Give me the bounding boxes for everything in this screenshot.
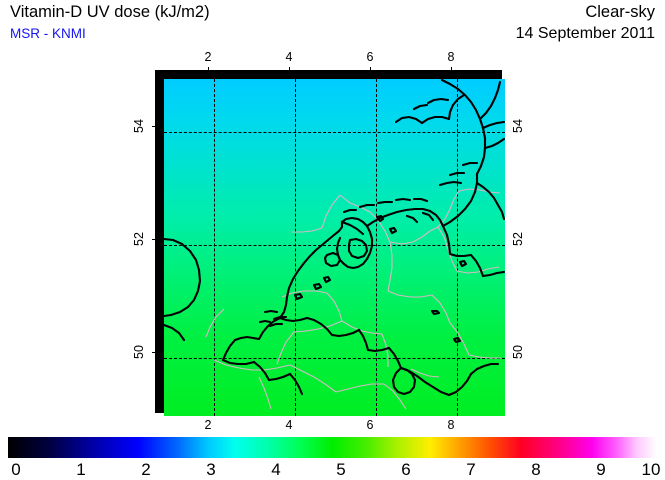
map-panel: 2 4 6 8 2 4 6 8 54 52 50 54 52 50 bbox=[132, 50, 525, 432]
colorbar-label-8: 8 bbox=[531, 460, 541, 479]
colorbar-label-5: 5 bbox=[336, 460, 346, 479]
axis-tick-top-4 bbox=[289, 67, 290, 72]
chart-header: Vitamin-D UV dose (kJ/m2) MSR - KNMI Cle… bbox=[0, 0, 665, 50]
axis-label-right-50: 50 bbox=[511, 345, 525, 359]
axis-label-left-50: 50 bbox=[132, 345, 146, 359]
axis-label-top-8: 8 bbox=[447, 50, 455, 64]
axis-tick-left-54 bbox=[152, 126, 157, 127]
axis-tick-top-6 bbox=[370, 67, 371, 72]
colorbar-gradient bbox=[8, 437, 657, 458]
axis-label-top-2: 2 bbox=[204, 50, 212, 64]
axis-label-bottom-8: 8 bbox=[447, 418, 455, 432]
coastline-paths bbox=[164, 79, 505, 397]
sky-condition-label: Clear-sky bbox=[585, 3, 655, 21]
admin-borders bbox=[205, 188, 501, 410]
axis-label-bottom-4: 4 bbox=[285, 418, 293, 432]
axis-tick-top-2 bbox=[208, 67, 209, 72]
axis-tick-left-50 bbox=[152, 352, 157, 353]
map-frame bbox=[155, 70, 505, 416]
date-label: 14 September 2011 bbox=[515, 25, 655, 42]
colorbar-label-0: 0 bbox=[11, 460, 21, 479]
coastline-overlay bbox=[164, 79, 505, 410]
page-title: Vitamin-D UV dose (kJ/m2) bbox=[10, 3, 210, 21]
data-source-label: MSR - KNMI bbox=[10, 26, 86, 41]
uv-dose-heatmap bbox=[164, 79, 505, 416]
colorbar-label-3: 3 bbox=[206, 460, 216, 479]
axis-tick-left-52 bbox=[152, 239, 157, 240]
axis-label-left-52: 52 bbox=[132, 232, 146, 246]
axis-label-top-6: 6 bbox=[366, 50, 374, 64]
axis-label-bottom-2: 2 bbox=[204, 418, 212, 432]
axis-label-left-54: 54 bbox=[132, 119, 146, 133]
axis-label-right-54: 54 bbox=[511, 119, 525, 133]
colorbar-label-4: 4 bbox=[271, 460, 281, 479]
axis-tick-top-8 bbox=[451, 67, 452, 72]
colorbar-label-7: 7 bbox=[466, 460, 476, 479]
colorbar-label-2: 2 bbox=[141, 460, 151, 479]
colorbar-label-9: 9 bbox=[596, 460, 606, 479]
colorbar-panel: 0 1 2 3 4 5 6 7 8 9 10 bbox=[0, 434, 665, 480]
axis-label-bottom-6: 6 bbox=[366, 418, 374, 432]
axis-label-top-4: 4 bbox=[285, 50, 293, 64]
axis-label-right-52: 52 bbox=[511, 232, 525, 246]
colorbar-label-6: 6 bbox=[401, 460, 411, 479]
colorbar-label-1: 1 bbox=[76, 460, 86, 479]
colorbar-label-10: 10 bbox=[641, 460, 661, 479]
